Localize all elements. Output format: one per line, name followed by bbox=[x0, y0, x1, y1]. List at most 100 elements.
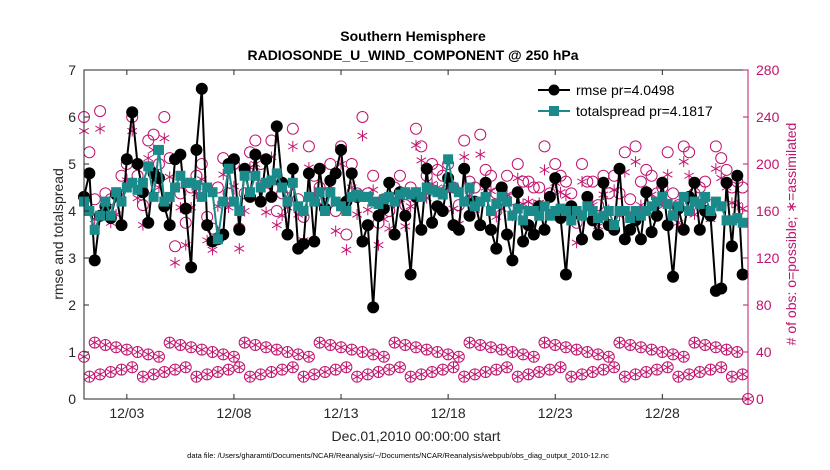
rmse-point bbox=[345, 167, 358, 180]
spread-point bbox=[485, 206, 496, 216]
spread-point bbox=[544, 210, 555, 221]
y-tick-label: 5 bbox=[68, 156, 76, 172]
rmse-point bbox=[538, 223, 551, 236]
obs-assimilated-low-marker bbox=[180, 361, 191, 373]
rmse-point bbox=[388, 228, 401, 241]
spread-point bbox=[705, 206, 716, 216]
spread-point bbox=[502, 196, 513, 207]
rmse-point bbox=[329, 167, 342, 180]
obs-assimilated-marker bbox=[459, 151, 470, 163]
spread-point bbox=[603, 206, 614, 216]
rmse-point bbox=[661, 219, 674, 232]
spread-point bbox=[137, 177, 148, 188]
spread-point bbox=[469, 201, 480, 212]
spread-point bbox=[84, 206, 95, 216]
spread-point bbox=[464, 182, 475, 193]
spread-point bbox=[625, 213, 636, 224]
rmse-point bbox=[725, 240, 738, 253]
spread-point bbox=[593, 213, 604, 224]
obs-assimilated-low-marker bbox=[507, 346, 518, 358]
rmse-point bbox=[426, 216, 439, 229]
rmse-point bbox=[511, 186, 524, 199]
obs-assimilated-low-marker bbox=[566, 371, 577, 383]
obs-assimilated-low-marker bbox=[432, 346, 443, 358]
obs-possible-marker bbox=[533, 181, 546, 194]
obs-assimilated-low-marker bbox=[228, 351, 239, 363]
rmse-point bbox=[484, 223, 497, 236]
spread-point bbox=[689, 196, 700, 207]
spread-point bbox=[250, 170, 261, 181]
obs-assimilated-low-marker bbox=[389, 337, 400, 349]
obs-assimilated-low-marker bbox=[459, 371, 470, 383]
legend-rmse-marker bbox=[548, 84, 560, 96]
obs-assimilated-low-marker bbox=[341, 361, 352, 373]
obs-assimilated-low-marker bbox=[271, 344, 282, 356]
rmse-point bbox=[501, 228, 514, 241]
spread-point bbox=[261, 177, 272, 188]
x-tick-label: 12/03 bbox=[109, 405, 144, 421]
y-axis-label: rmse and totalspread bbox=[50, 168, 66, 300]
obs-possible-marker bbox=[474, 128, 487, 141]
obs-assimilated-marker bbox=[373, 239, 384, 251]
obs-assimilated-low-marker bbox=[448, 361, 459, 373]
y-tick-label: 6 bbox=[68, 109, 76, 125]
obs-assimilated-low-marker bbox=[625, 339, 636, 351]
obs-possible-marker bbox=[324, 158, 337, 170]
obs-assimilated-low-marker bbox=[111, 341, 122, 353]
legend-spread-marker bbox=[549, 106, 559, 116]
spread-point bbox=[303, 191, 314, 202]
obs-assimilated-marker bbox=[341, 244, 352, 256]
obs-possible-marker bbox=[634, 175, 647, 188]
obs-assimilated-low-marker bbox=[159, 366, 170, 378]
rmse-point bbox=[618, 233, 631, 246]
y2-tick-label: 280 bbox=[756, 62, 780, 78]
obs-assimilated-low-marker bbox=[464, 337, 475, 349]
obs-assimilated-low-marker bbox=[416, 368, 427, 380]
spread-point bbox=[186, 177, 197, 188]
obs-assimilated-low-marker bbox=[244, 371, 256, 383]
spread-point bbox=[245, 187, 255, 198]
spread-point bbox=[357, 191, 368, 202]
rmse-point bbox=[286, 162, 299, 175]
rmse-point bbox=[367, 301, 380, 314]
obs-assimilated-low-marker bbox=[89, 337, 100, 349]
spread-point bbox=[598, 210, 609, 221]
obs-assimilated-low-marker bbox=[614, 337, 625, 349]
obs-possible-marker bbox=[131, 169, 144, 182]
obs-possible-marker bbox=[169, 240, 182, 253]
spread-point bbox=[694, 198, 705, 209]
obs-assimilated-low-marker bbox=[186, 341, 197, 353]
obs-assimilated-low-marker bbox=[635, 341, 646, 353]
obs-assimilated-low-marker bbox=[576, 368, 588, 380]
spread-point bbox=[180, 177, 191, 188]
rmse-point bbox=[549, 172, 562, 185]
obs-assimilated-marker bbox=[261, 206, 272, 218]
obs-assimilated-low-marker bbox=[346, 344, 357, 356]
spread-point bbox=[319, 206, 330, 216]
obs-assimilated-low-marker bbox=[732, 346, 743, 358]
obs-assimilated-low-marker bbox=[571, 344, 582, 356]
obs-possible-marker bbox=[410, 122, 422, 135]
obs-assimilated-low-marker bbox=[528, 351, 539, 363]
obs-assimilated-low-marker bbox=[352, 371, 363, 383]
plot-area bbox=[78, 82, 754, 405]
obs-assimilated-low-marker bbox=[357, 346, 368, 358]
spread-point bbox=[609, 220, 620, 231]
obs-assimilated-marker bbox=[170, 257, 181, 269]
spread-point bbox=[453, 187, 464, 198]
obs-assimilated-low-marker bbox=[630, 368, 641, 380]
spread-point bbox=[170, 182, 181, 193]
spread-point bbox=[411, 187, 421, 198]
obs-assimilated-low-marker bbox=[705, 364, 716, 376]
obs-assimilated-marker bbox=[234, 243, 245, 255]
obs-assimilated-low-marker bbox=[539, 337, 550, 349]
obs-possible-marker bbox=[618, 146, 631, 159]
rmse-point bbox=[233, 223, 246, 236]
rmse-point bbox=[506, 254, 519, 267]
obs-possible-marker bbox=[458, 134, 471, 147]
spread-point bbox=[368, 196, 379, 207]
obs-assimilated-low-marker bbox=[491, 364, 502, 376]
spread-point bbox=[271, 168, 282, 179]
rmse-point bbox=[356, 235, 369, 248]
spread-point bbox=[678, 191, 689, 202]
